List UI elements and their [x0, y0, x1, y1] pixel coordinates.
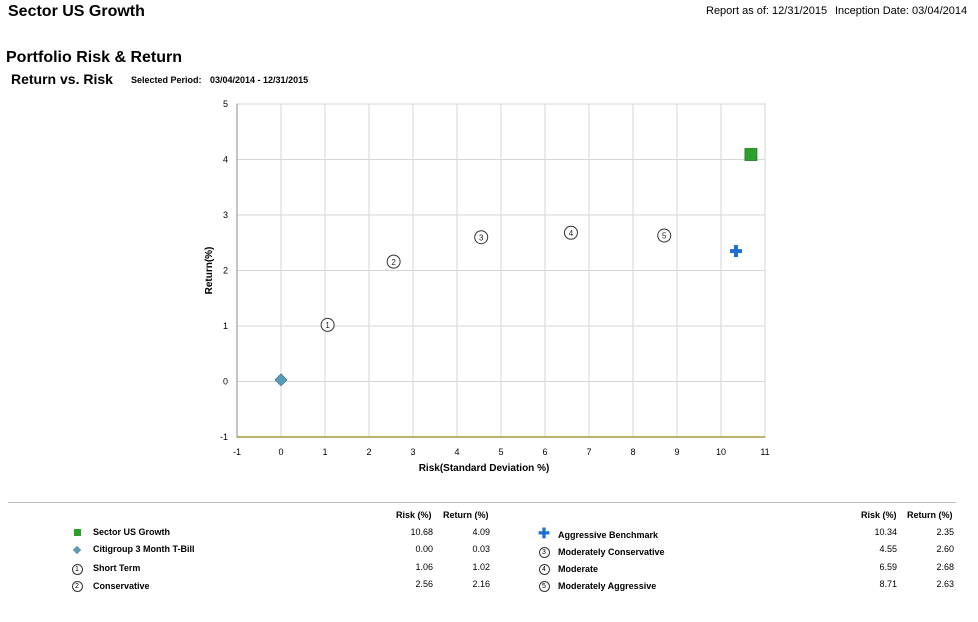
x-axis-title: Risk(Standard Deviation %) — [419, 463, 550, 474]
period-value: 03/04/2014 - 12/31/2015 — [210, 75, 309, 85]
y-tick-label: 5 — [223, 99, 228, 109]
legend-name: Moderate — [558, 564, 599, 574]
legend-name: Citigroup 3 Month T-Bill — [93, 544, 195, 554]
x-tick-label: 4 — [454, 447, 459, 457]
x-tick-label: 10 — [716, 447, 726, 457]
legend-return: 2.35 — [936, 527, 954, 537]
circle-5-label: 5 — [538, 581, 550, 592]
circle-4-label: 4 — [538, 564, 550, 575]
point-label-moderately-aggressive: 5 — [662, 232, 667, 241]
circle-2-icon: 2 — [71, 579, 83, 592]
x-tick-label: 11 — [760, 447, 769, 457]
point-aggressive-benchmark-v — [733, 245, 738, 258]
y-tick-label: 2 — [223, 266, 228, 276]
x-tick-label: 7 — [586, 447, 591, 457]
report-date: Report as of: 12/31/2015 — [706, 5, 828, 17]
circle-4-icon: 4 — [538, 562, 550, 575]
legend-risk: 8.71 — [879, 579, 897, 589]
legend-name: Conservative — [93, 581, 150, 591]
legend-name: Moderately Conservative — [558, 547, 665, 557]
circle-1-label: 1 — [71, 564, 83, 575]
period-label: Selected Period: — [131, 75, 202, 85]
point-moderately-conservative — [474, 230, 489, 245]
legend-return: 2.68 — [936, 562, 954, 572]
diamond-icon — [71, 544, 83, 556]
x-tick-label: 9 — [674, 447, 679, 457]
inception-date: Inception Date: 03/04/2014 — [835, 5, 968, 17]
circle-3-icon: 3 — [538, 545, 550, 558]
legend-return: 1.02 — [472, 562, 490, 572]
legend-return: 4.09 — [472, 527, 490, 537]
legend-risk: 6.59 — [879, 562, 897, 572]
y-tick-label: 0 — [223, 377, 228, 387]
chart-title: Return vs. Risk — [11, 71, 113, 87]
legend-risk: 10.68 — [410, 527, 433, 537]
point-conservative — [386, 254, 401, 269]
section-title: Portfolio Risk & Return — [6, 49, 183, 66]
legend-risk-header-left: Risk (%) — [396, 510, 432, 520]
y-tick-label: 1 — [223, 321, 228, 331]
circle-5-icon: 5 — [538, 579, 550, 592]
point-label-conservative: 2 — [391, 258, 396, 267]
legend-return-header-right: Return (%) — [907, 510, 953, 520]
x-tick-label: 2 — [366, 447, 371, 457]
point-moderately-aggressive — [657, 228, 672, 243]
y-tick-label: 3 — [223, 210, 228, 220]
x-tick-label: 8 — [630, 447, 635, 457]
legend-risk-header-right: Risk (%) — [861, 510, 897, 520]
x-tick-label: 6 — [542, 447, 547, 457]
x-tick-label: 0 — [278, 447, 283, 457]
point-sector-us-growth — [744, 148, 758, 161]
point-label-moderate: 4 — [569, 229, 574, 238]
circle-3-label: 3 — [538, 547, 550, 558]
legend-risk: 10.34 — [874, 527, 897, 537]
y-axis-title: Return(%) — [204, 247, 215, 295]
fund-title: Sector US Growth — [8, 3, 145, 20]
legend-risk: 2.56 — [415, 579, 433, 589]
x-tick-label: 3 — [410, 447, 415, 457]
y-tick-label: -1 — [220, 432, 228, 442]
legend-risk: 1.06 — [415, 562, 433, 572]
circle-2-label: 2 — [71, 581, 83, 592]
legend-return: 2.63 — [936, 579, 954, 589]
legend-return-header-left: Return (%) — [443, 510, 489, 520]
legend-risk: 4.55 — [879, 544, 897, 554]
point-moderate — [563, 225, 578, 240]
point-label-short-term: 1 — [325, 321, 330, 330]
square-icon — [71, 527, 83, 539]
legend-return: 2.16 — [472, 579, 490, 589]
legend-risk: 0.00 — [415, 544, 433, 554]
legend-return: 0.03 — [472, 544, 490, 554]
plus-icon: ✚ — [538, 525, 550, 541]
legend-name: Moderately Aggressive — [558, 581, 657, 591]
x-tick-label: -1 — [233, 447, 241, 457]
legend-divider — [8, 502, 956, 503]
y-tick-label: 4 — [223, 155, 228, 165]
legend-name: Aggressive Benchmark — [558, 530, 659, 540]
point-citigroup-3-month-t-bill — [274, 373, 288, 387]
circle-1-icon: 1 — [71, 562, 83, 575]
x-tick-label: 5 — [498, 447, 503, 457]
point-label-moderately-conservative: 3 — [479, 233, 484, 242]
x-tick-label: 1 — [322, 447, 327, 457]
legend-name: Sector US Growth — [93, 527, 171, 537]
legend-return: 2.60 — [936, 544, 954, 554]
scatter-chart: -1 0 1 2 3 4 5 6 7 8 9 10 11 -1 0 1 2 3 4 5 Risk(Standard De… — [204, 99, 770, 474]
legend-name: Short Term — [93, 563, 141, 573]
point-short-term — [320, 317, 335, 332]
